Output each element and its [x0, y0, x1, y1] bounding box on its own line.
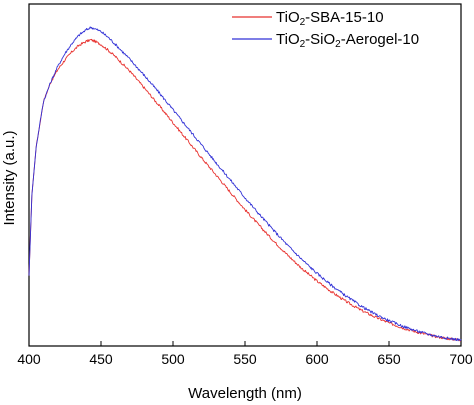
x-tick-label-700: 700 — [449, 351, 473, 367]
legend-label-1-part-0: TiO — [276, 9, 300, 26]
legend-label-2: TiO2-SiO2-Aerogel-10 — [276, 31, 419, 50]
x-tick-label-450: 450 — [89, 351, 113, 367]
legend-label-1-part-1: 2 — [300, 17, 306, 28]
x-tick-label-600: 600 — [305, 351, 329, 367]
series-line-1 — [28, 38, 462, 342]
x-axis-label: Wavelength (nm) — [188, 385, 302, 402]
y-axis-label: Intensity (a.u.) — [1, 130, 18, 225]
legend-label-2-part-0: TiO — [276, 31, 300, 48]
x-tick-label-650: 650 — [377, 351, 401, 367]
legend-label-2-part-4: -Aerogel-10 — [341, 31, 419, 48]
legend-label-2-part-3: 2 — [335, 39, 341, 50]
legend-label-1: TiO2-SBA-15-10 — [276, 9, 384, 28]
plot-frame — [28, 3, 462, 347]
series-layer — [28, 26, 462, 342]
legend-label-1-part-2: -SBA-15-10 — [305, 9, 383, 26]
x-tick-label-400: 400 — [17, 351, 41, 367]
series-line-2 — [28, 26, 462, 342]
x-tick-label-500: 500 — [161, 351, 185, 367]
legend-label-2-part-2: -SiO — [305, 31, 335, 48]
x-axis-ticks: 400 450 500 550 600 650 700 — [17, 341, 473, 367]
legend-label-2-part-1: 2 — [300, 39, 306, 50]
x-tick-label-550: 550 — [233, 351, 257, 367]
